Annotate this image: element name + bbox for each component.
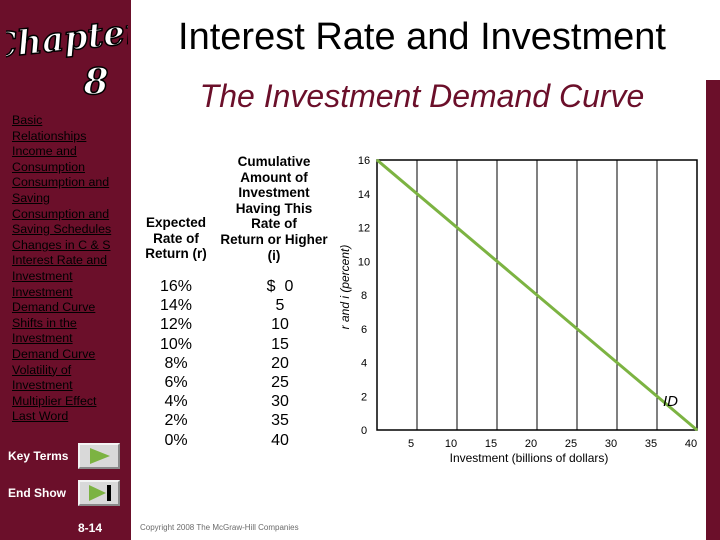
rate-value: 8% [164, 354, 188, 372]
data-point [416, 192, 418, 195]
x-tick-label: 35 [645, 438, 657, 450]
amount-value: 20 [271, 354, 289, 372]
rate-value: 10% [159, 335, 193, 353]
nav-link[interactable]: Income and [12, 144, 77, 159]
nav-link[interactable]: Saving Schedules [12, 222, 112, 237]
amount-header-line: Cumulative [237, 154, 311, 169]
amount-header-line: Return or Higher [220, 231, 328, 247]
rate-value: 16% [159, 278, 193, 295]
x-tick-label: 20 [525, 438, 537, 450]
chapter-logo: Chapter 8 [6, 10, 128, 100]
x-tick-label: 5 [408, 438, 414, 450]
nav-link[interactable]: Consumption [12, 159, 86, 174]
y-tick-label: 14 [358, 189, 370, 201]
amount-value: $ 0 [266, 278, 294, 295]
rate-value: 12% [159, 316, 193, 334]
nav-link[interactable]: Saving [12, 190, 50, 205]
rate-value: 4% [164, 393, 188, 411]
nav-link[interactable]: Investment [12, 331, 73, 346]
y-tick-label: 12 [358, 223, 370, 235]
data-point [496, 260, 498, 263]
nav-link[interactable]: Basic [12, 113, 43, 127]
data-point [456, 226, 458, 229]
investment-demand-line [376, 158, 698, 432]
end-show-button[interactable] [78, 480, 120, 506]
y-tick-label: 2 [361, 391, 367, 403]
nav-link[interactable]: Volatility of [12, 362, 72, 377]
nav-link[interactable]: Investment [12, 268, 73, 283]
amount-value: 15 [271, 335, 289, 353]
nav-link[interactable]: Investment [12, 284, 73, 299]
data-point [576, 327, 578, 330]
chapter-navigation: Basic Relationships Income and Consumption C… [12, 113, 130, 425]
nav-link[interactable]: Consumption and [12, 175, 110, 190]
chapter-logo-number: 8 [82, 61, 108, 100]
plot-frame [376, 159, 698, 431]
rate-header-line: Expected [145, 215, 207, 230]
nav-link[interactable]: Relationships [12, 128, 87, 143]
y-tick-label: 8 [361, 290, 367, 302]
play-icon [90, 448, 110, 464]
nav-link[interactable]: Last Word [12, 409, 69, 424]
y-tick-label: 16 [358, 155, 370, 167]
amount-value: 25 [271, 374, 289, 392]
data-point [656, 395, 658, 398]
skip-to-end-icon [89, 485, 111, 501]
page-number: 8-14 [78, 521, 103, 535]
slide-subtitle: The Investment Demand Curve [199, 78, 645, 114]
y-tick-label: 10 [358, 256, 370, 268]
amount-header-line: (i) [267, 247, 281, 263]
copyright-notice: Copyright 2008 The McGraw-Hill Companies [140, 523, 299, 532]
amount-value: 5 [275, 297, 285, 315]
slide-title: Interest Rate and Investment [178, 16, 666, 58]
amount-value: 30 [271, 393, 289, 411]
x-tick-label: 25 [565, 438, 577, 450]
nav-link[interactable]: Multiplier Effect [12, 393, 97, 408]
data-point [536, 294, 538, 296]
data-point [696, 429, 698, 431]
amount-header-line: Having This [235, 200, 313, 216]
nav-link[interactable]: Investment [12, 378, 73, 393]
x-tick-label: 40 [685, 438, 697, 450]
key-terms-button[interactable] [78, 443, 120, 469]
y-tick-label: 0 [361, 425, 367, 437]
chapter-logo-word: Chapter [6, 11, 128, 67]
rate-value: 14% [159, 297, 193, 315]
y-tick-label: 4 [361, 358, 367, 370]
amount-header-line: Rate of [251, 216, 297, 232]
amount-value: 10 [271, 316, 289, 334]
sidebar: Chapter 8 Basic Relationships Income and Co… [0, 0, 131, 540]
amount-header-line: Amount of [240, 169, 308, 185]
x-axis-label: Investment (billions of dollars) [450, 451, 609, 465]
amount-value: 40 [271, 431, 289, 449]
y-tick-label: 6 [361, 324, 367, 336]
data-point [616, 361, 618, 364]
amount-header-line: Investment [238, 185, 310, 201]
nav-link[interactable]: Demand Curve [12, 300, 96, 315]
x-tick-label: 15 [485, 438, 497, 450]
key-terms-label: Key Terms [8, 449, 69, 463]
nav-link[interactable]: Consumption and [12, 206, 110, 221]
data-point [376, 159, 378, 161]
x-tick-label: 30 [605, 438, 617, 450]
amount-column-header: Cumulative Amount of Investment Having T… [212, 154, 336, 263]
rate-value: 2% [164, 412, 188, 430]
nav-link[interactable]: Interest Rate and [12, 253, 108, 268]
rate-header-line: Return (r) [145, 246, 207, 262]
end-show-label: End Show [8, 486, 66, 500]
nav-link[interactable]: Demand Curve [12, 346, 96, 361]
nav-link[interactable]: Shifts in the [12, 315, 77, 330]
rate-values-column: 16% 14% 12% 10% 8% 6% 4% 2% 0% [146, 277, 206, 450]
id-series-label: ID [663, 393, 678, 410]
rate-value: 6% [164, 374, 188, 392]
y-axis-label: r and i (percent) [338, 245, 352, 330]
right-accent-bar [706, 80, 720, 540]
x-tick-label: 10 [445, 438, 457, 450]
amount-value: 35 [271, 412, 289, 430]
amount-values-column: $ 0 5 10 15 20 25 30 35 40 [250, 277, 310, 450]
rate-column-header: Expected Rate of Return (r) [140, 215, 212, 262]
rate-value: 0% [164, 431, 188, 449]
nav-link[interactable]: Changes in C & S [12, 237, 111, 252]
rate-header-line: Rate of [153, 230, 199, 246]
